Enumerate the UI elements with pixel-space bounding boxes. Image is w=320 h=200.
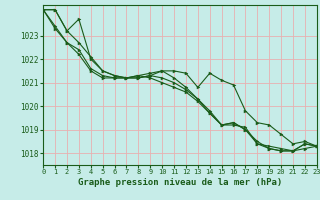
X-axis label: Graphe pression niveau de la mer (hPa): Graphe pression niveau de la mer (hPa): [78, 178, 282, 187]
